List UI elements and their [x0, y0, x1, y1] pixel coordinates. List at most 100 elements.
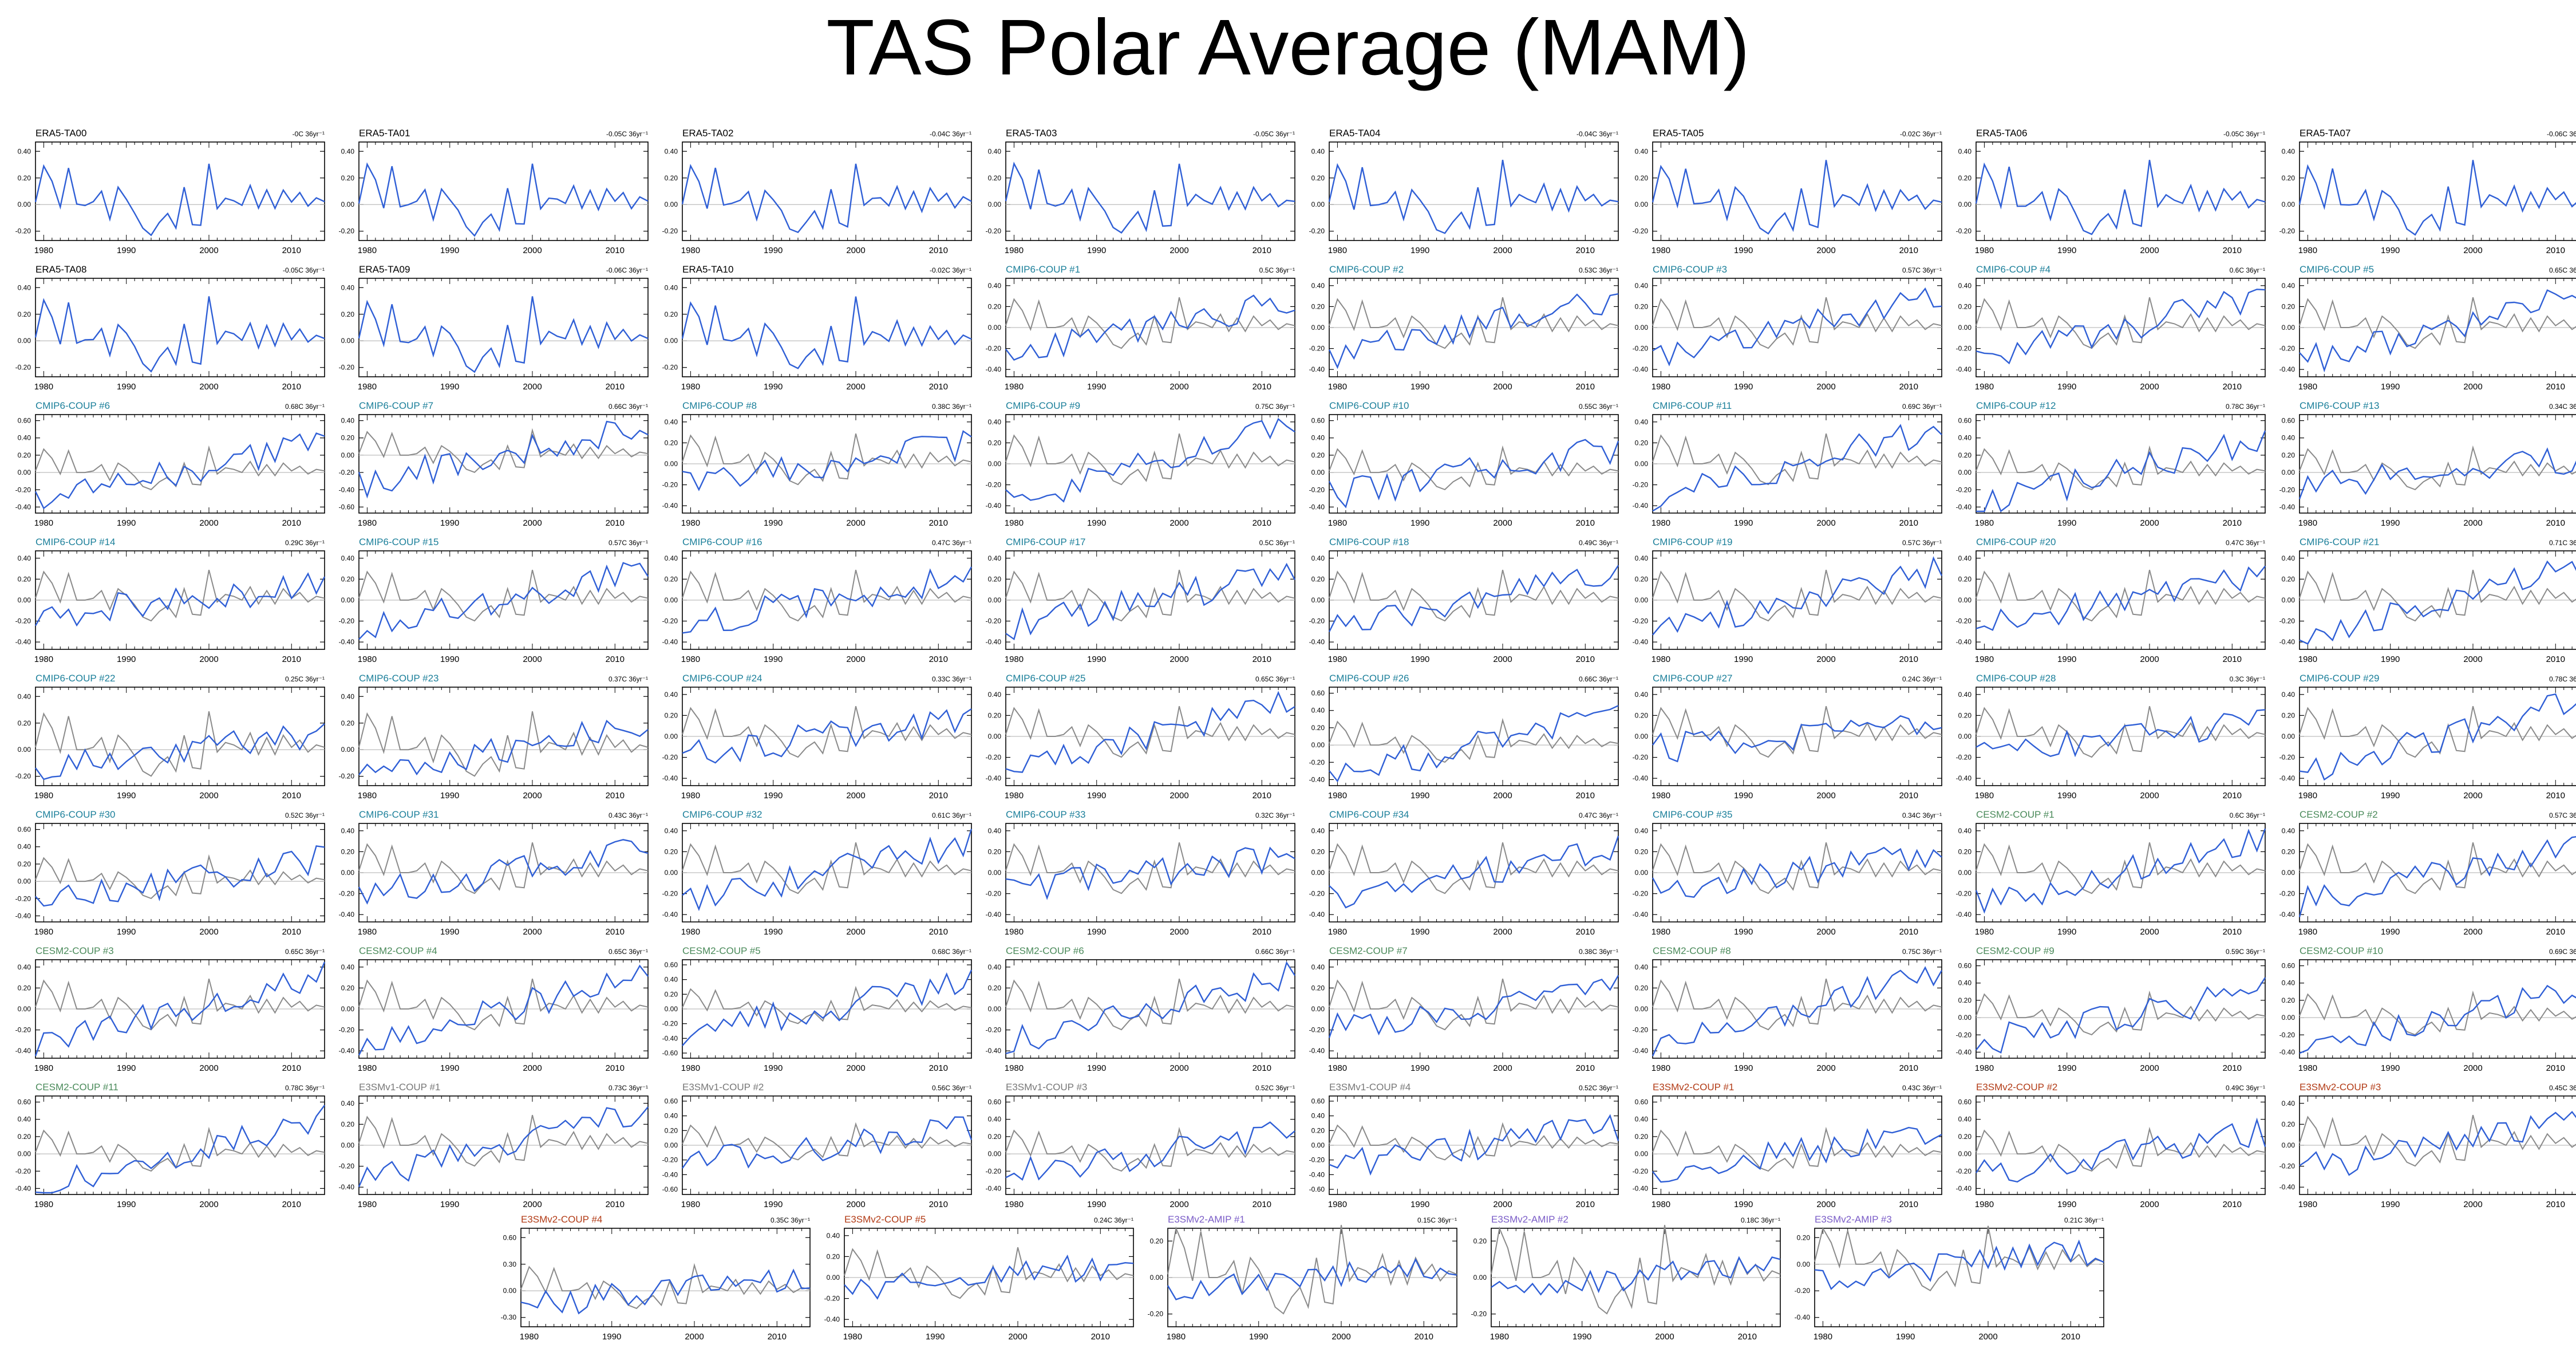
x-tick-label: 1990 [117, 382, 136, 392]
x-tick-label: 1990 [440, 518, 459, 528]
x-tick-label: 2010 [1899, 518, 1918, 528]
panel: ERA5-TA06 -0.05C 36yr⁻¹ -0.20 0.00 0.20 0.40 1… [1956, 128, 2266, 255]
y-tick-label: 0.00 [665, 200, 678, 208]
y-tick-label: 0.20 [1958, 847, 1972, 855]
panel-trend-label: 0.24C 36yr⁻¹ [1902, 675, 1942, 683]
y-tick-label: 0.20 [2282, 302, 2296, 310]
panel-trend-label: 0.37C 36yr⁻¹ [609, 675, 648, 683]
x-tick-label: 1980 [34, 382, 53, 392]
x-tick-label: 2010 [929, 1063, 948, 1073]
y-tick-label: 0.20 [988, 575, 1002, 583]
obs-series-line [358, 570, 649, 622]
panel: CMIP6-COUP #2 0.53C 36yr⁻¹ -0.40 -0.20 0.00 0… [1309, 264, 1619, 392]
x-tick-label: 2010 [282, 927, 301, 937]
x-tick-label: 2000 [199, 1063, 218, 1073]
y-tick-label: -0.40 [662, 774, 678, 782]
y-tick-label: -0.40 [339, 1047, 355, 1055]
panel-trend-label: 0.38C 36yr⁻¹ [932, 403, 971, 411]
x-tick-label: 1980 [2298, 655, 2317, 664]
y-tick-label: 0.20 [1311, 724, 1325, 732]
obs-series-line [1976, 570, 2266, 622]
y-tick-label: 0.20 [1635, 439, 1649, 447]
y-tick-label: 0.20 [988, 302, 1002, 310]
x-tick-label: 2000 [1493, 246, 1512, 255]
y-tick-label: 0.00 [1311, 468, 1325, 476]
y-tick-label: 0.00 [1958, 596, 1972, 604]
panel-label: CMIP6-COUP #34 [1329, 809, 1409, 820]
y-tick-label: 0.20 [2282, 451, 2296, 459]
y-tick-label: -0.20 [1956, 345, 1972, 353]
x-tick-label: 1990 [1087, 791, 1106, 801]
y-tick-label: -0.20 [1633, 754, 1649, 762]
x-tick-label: 1980 [358, 791, 377, 801]
panel-label: ERA5-TA08 [35, 264, 86, 275]
panel-trend-label: 0.66C 36yr⁻¹ [1579, 675, 1618, 683]
x-tick-label: 1990 [1411, 246, 1429, 255]
x-tick-label: 2000 [1816, 382, 1835, 392]
panel-frame [1329, 687, 1619, 786]
x-tick-label: 2010 [2546, 655, 2565, 664]
x-tick-label: 1980 [358, 927, 377, 937]
x-tick-label: 1980 [1652, 927, 1670, 937]
y-tick-label: 0.20 [665, 711, 678, 719]
x-tick-label: 1980 [681, 655, 700, 664]
y-tick-label: -0.20 [1956, 754, 1972, 762]
y-tick-label: -0.20 [2279, 227, 2296, 235]
model-series-line [1005, 417, 1295, 503]
panel-label: CMIP6-COUP #6 [35, 400, 110, 411]
y-tick-label: 0.20 [988, 174, 1002, 182]
x-tick-label: 2000 [1170, 655, 1188, 664]
panel: CESM2-COUP #2 0.57C 36yr⁻¹ -0.40 -0.20 0.00 0… [2279, 809, 2576, 937]
panel-label: CMIP6-COUP #31 [359, 809, 439, 820]
y-tick-label: 0.40 [988, 418, 1002, 426]
y-tick-label: 0.00 [341, 746, 355, 754]
x-tick-label: 2010 [1253, 791, 1271, 801]
y-tick-label: 0.40 [2282, 434, 2296, 442]
panel-trend-label: 0.57C 36yr⁻¹ [1902, 266, 1942, 274]
x-tick-label: 1980 [34, 655, 53, 664]
panel-label: CMIP6-COUP #11 [1653, 400, 1732, 411]
y-tick-label: 0.20 [18, 984, 31, 992]
panel: CMIP6-COUP #11 0.69C 36yr⁻¹ -0.40 -0.20 0.00… [1633, 400, 1942, 528]
obs-series-line [35, 570, 325, 622]
y-tick-label: -0.20 [2279, 486, 2296, 494]
obs-series-line [1976, 706, 2266, 758]
y-tick-label: 0.40 [1958, 147, 1972, 155]
panel-frame [35, 141, 325, 241]
panel: ERA5-TA08 -0.05C 36yr⁻¹ -0.20 0.00 0.20 0.40 1… [15, 264, 325, 392]
panel-label: CESM2-COUP #2 [2300, 809, 2378, 820]
panel-trend-label: -0.02C 36yr⁻¹ [1900, 130, 1942, 138]
panel-label: ERA5-TA05 [1653, 128, 1704, 139]
y-tick-label: 0.40 [988, 147, 1002, 155]
y-tick-label: -0.20 [662, 617, 678, 625]
panel: CMIP6-COUP #27 0.24C 36yr⁻¹ -0.40 -0.20 0.00… [1633, 673, 1942, 801]
x-tick-label: 2000 [846, 382, 865, 392]
panel-label: CMIP6-COUP #18 [1329, 537, 1409, 547]
panel: CESM2-COUP #5 0.68C 36yr⁻¹ -0.60 -0.40 -0.20… [662, 945, 973, 1073]
x-tick-label: 2010 [1253, 655, 1271, 664]
y-tick-label: 0.40 [1311, 707, 1325, 715]
x-tick-label: 1990 [117, 518, 136, 528]
x-tick-label: 2010 [1253, 927, 1271, 937]
y-tick-label: 0.40 [18, 283, 31, 291]
y-tick-label: 0.00 [18, 337, 31, 345]
x-tick-label: 2010 [282, 1063, 301, 1073]
x-tick-label: 2000 [846, 791, 865, 801]
y-tick-label: 0.20 [1311, 302, 1325, 310]
obs-series-line [1652, 570, 1942, 622]
x-tick-label: 1980 [1652, 382, 1670, 392]
y-tick-label: -0.20 [1633, 481, 1649, 489]
x-tick-label: 2010 [1576, 791, 1595, 801]
obs-series-line [682, 570, 972, 622]
y-tick-label: -0.40 [986, 638, 1002, 646]
x-tick-label: 2010 [1253, 382, 1271, 392]
y-tick-label: 0.00 [988, 869, 1002, 877]
panel-trend-label: -0.02C 36yr⁻¹ [930, 266, 971, 274]
x-tick-label: 2010 [606, 518, 625, 528]
x-tick-label: 1990 [2057, 518, 2076, 528]
y-tick-label: 0.40 [1311, 827, 1325, 835]
panel-trend-label: 0.65C 36yr⁻¹ [2549, 266, 2576, 274]
y-tick-label: 0.40 [1958, 691, 1972, 699]
panel-trend-label: -0.05C 36yr⁻¹ [1253, 130, 1295, 138]
